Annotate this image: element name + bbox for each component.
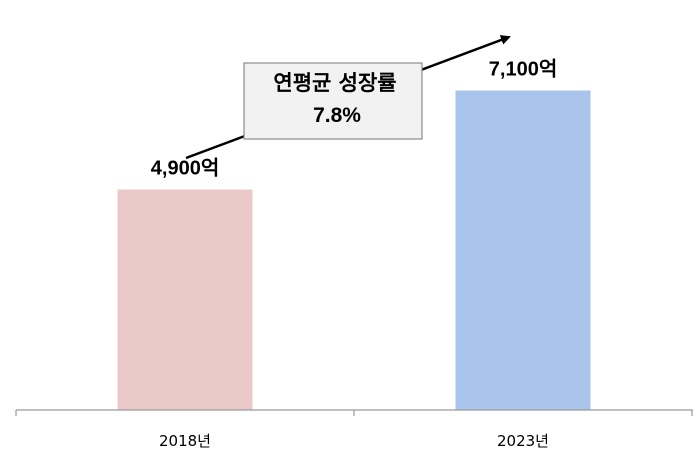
data-label-2018: 4,900억: [151, 157, 219, 180]
bar-2018: [118, 190, 253, 411]
x-tick-label-2023: 2023년: [497, 432, 549, 450]
callout-value: 7.8%: [313, 104, 361, 127]
callout-title: 연평균 성장률: [273, 71, 396, 95]
x-tick-label-2018: 2018년: [159, 432, 211, 450]
data-label-2023: 7,100억: [489, 58, 557, 81]
bar-2023: [456, 91, 591, 411]
